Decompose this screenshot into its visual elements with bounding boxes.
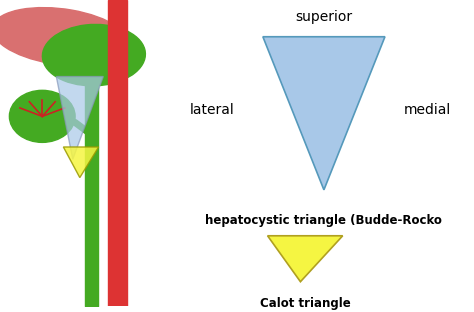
Text: hepatocystic triangle (Budde-Rocko: hepatocystic triangle (Budde-Rocko [205, 214, 442, 227]
Text: medial: medial [404, 103, 451, 117]
Text: superior: superior [295, 11, 353, 25]
Polygon shape [56, 76, 103, 159]
Text: Calot triangle: Calot triangle [260, 297, 350, 310]
Polygon shape [64, 147, 99, 178]
Ellipse shape [9, 90, 75, 142]
Polygon shape [263, 37, 385, 190]
Ellipse shape [42, 24, 146, 86]
Bar [108, 0, 127, 306]
Ellipse shape [0, 7, 130, 66]
Text: lateral: lateral [190, 103, 235, 117]
Polygon shape [268, 236, 343, 282]
